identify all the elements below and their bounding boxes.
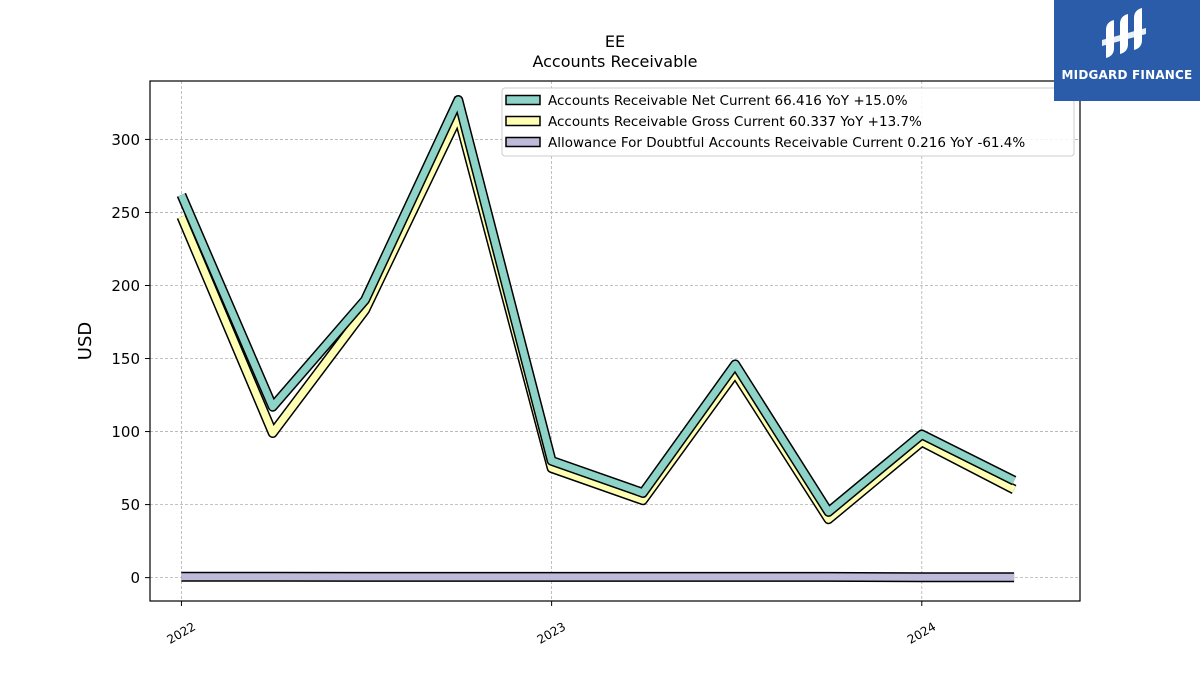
legend-swatch (505, 94, 541, 106)
x-tick-label: 2024 (905, 619, 938, 646)
y-tick-label: 50 (121, 496, 140, 514)
series-line (178, 112, 1016, 523)
series-line-outline (176, 95, 1017, 517)
chart-ticker: EE (604, 32, 626, 51)
y-tick-label: 0 (130, 569, 140, 587)
y-tick-label: 200 (111, 277, 140, 295)
legend-swatch (505, 136, 541, 148)
y-tick-label: 100 (111, 423, 140, 441)
legend-swatch (505, 115, 541, 127)
grid-lines (150, 81, 1080, 601)
y-tick-label: 300 (111, 131, 140, 149)
series-line (178, 96, 1016, 516)
y-axis-label: USD (75, 322, 96, 360)
x-tick-label: 2023 (535, 619, 568, 646)
series-line (181, 573, 1015, 581)
legend-entry: Allowance For Doubtful Accounts Receivab… (548, 135, 1025, 151)
y-tick-label: 150 (111, 350, 140, 368)
legend-entry: Accounts Receivable Gross Current 60.337… (548, 114, 922, 130)
chart-title: Accounts Receivable (532, 52, 698, 71)
x-tick-label: 2022 (164, 619, 197, 646)
y-tick-label: 250 (111, 204, 140, 222)
legend: Accounts Receivable Net Current 66.416 Y… (501, 87, 1075, 157)
series-layer (176, 95, 1017, 583)
legend-box (501, 87, 1075, 157)
brand-logo: MIDGARD FINANCE (1054, 0, 1200, 101)
plot-frame (149, 80, 1081, 602)
brand-name: MIDGARD FINANCE (1061, 68, 1193, 82)
y-axis-ticks: 0 50 100 150 200 250 300 (111, 131, 150, 587)
midgard-logo-icon (1102, 8, 1146, 58)
x-axis-ticks: 2022 2023 2024 (164, 601, 938, 647)
legend-entry: Accounts Receivable Net Current 66.416 Y… (548, 93, 908, 109)
